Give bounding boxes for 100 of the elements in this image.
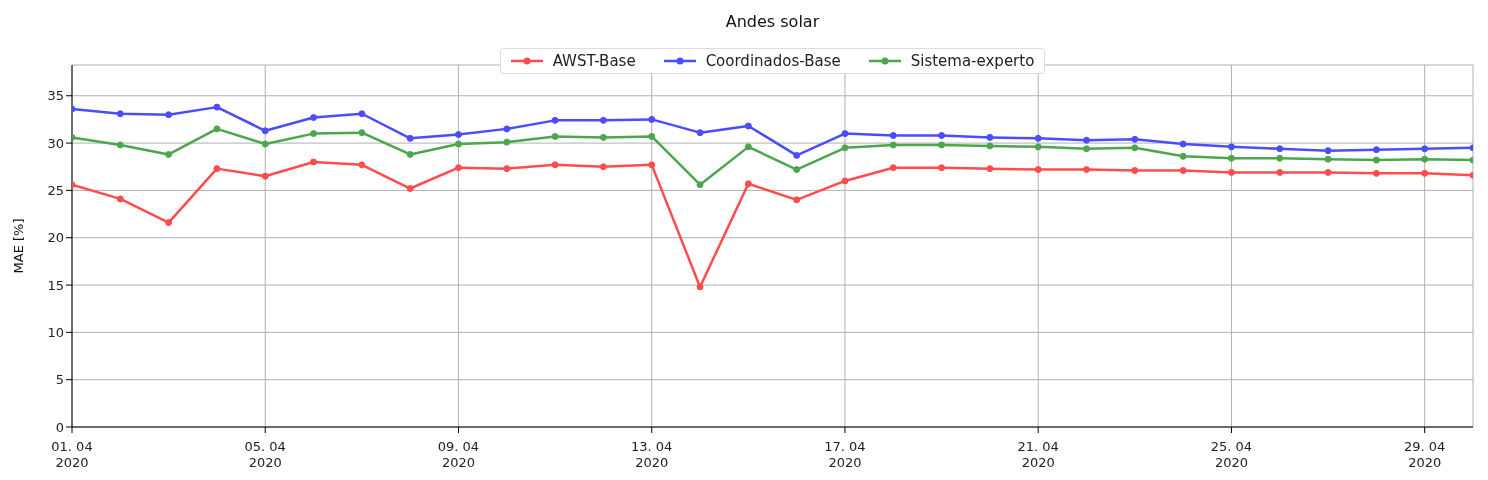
point	[1421, 155, 1429, 163]
y-tick-label: 15	[47, 277, 64, 293]
x-tick-label: 25. 04 2020	[1210, 439, 1253, 470]
point	[503, 138, 511, 146]
point	[1227, 154, 1235, 162]
point	[551, 161, 559, 169]
x-tick-label: 01. 04 2020	[51, 439, 93, 470]
point	[696, 181, 704, 189]
point	[938, 132, 946, 140]
point	[310, 130, 318, 138]
point	[261, 127, 269, 135]
point	[648, 132, 656, 140]
point	[1034, 166, 1042, 174]
point	[1324, 168, 1332, 176]
point	[116, 110, 124, 118]
point	[841, 177, 849, 185]
point	[358, 161, 366, 169]
point	[1179, 167, 1187, 175]
point	[1372, 156, 1380, 164]
point	[841, 144, 849, 152]
point	[503, 165, 511, 173]
point	[648, 161, 656, 169]
point	[1227, 168, 1235, 176]
point	[599, 133, 607, 141]
point	[793, 196, 801, 204]
point	[1421, 169, 1429, 177]
point	[116, 141, 124, 149]
chart-title: Andes solar	[724, 12, 821, 31]
point	[986, 165, 994, 173]
y-tick-label: 25	[47, 183, 64, 199]
point	[551, 132, 559, 140]
point	[889, 132, 897, 140]
point	[793, 166, 801, 174]
point	[744, 143, 752, 151]
point	[1276, 168, 1284, 176]
y-tick-label: 30	[47, 135, 64, 151]
point	[938, 164, 946, 172]
point	[1034, 134, 1042, 142]
point	[1131, 167, 1139, 175]
point	[986, 133, 994, 141]
point	[986, 142, 994, 150]
point	[310, 158, 318, 166]
x-tick-label: 29. 04 2020	[1404, 439, 1446, 470]
point	[261, 172, 269, 180]
x-tick-label: 21. 04 2020	[1017, 439, 1059, 470]
point	[938, 141, 946, 149]
point	[696, 129, 704, 137]
point	[1179, 140, 1187, 148]
y-tick-label: 10	[47, 324, 64, 340]
point	[454, 164, 462, 172]
point	[1276, 154, 1284, 162]
point	[841, 130, 849, 138]
point	[406, 134, 414, 142]
point	[213, 165, 221, 173]
point	[889, 141, 897, 149]
point	[1131, 135, 1139, 143]
y-tick-label: 5	[55, 372, 64, 388]
point	[599, 163, 607, 171]
point	[1083, 145, 1091, 153]
point	[406, 150, 414, 158]
point	[1083, 136, 1091, 144]
point	[599, 116, 607, 124]
point	[1372, 169, 1380, 177]
legend-label: Coordinados-Base	[704, 52, 841, 70]
point	[1179, 152, 1187, 160]
point	[1372, 146, 1380, 154]
point	[165, 111, 173, 119]
x-tick-label: 09. 04 2020	[437, 439, 480, 470]
point	[165, 219, 173, 227]
legend-label: AWST-Base	[551, 52, 636, 70]
point	[261, 140, 269, 148]
y-tick-label: 20	[47, 230, 64, 246]
point	[1227, 143, 1235, 151]
point	[889, 164, 897, 172]
point	[454, 140, 462, 148]
x-tick-label: 13. 04 2020	[631, 439, 673, 470]
point	[454, 131, 462, 139]
point	[358, 110, 366, 118]
point	[1276, 145, 1284, 153]
point	[648, 115, 656, 123]
point	[503, 125, 511, 133]
point	[1324, 155, 1332, 163]
point	[744, 122, 752, 130]
x-tick-label: 17. 04 2020	[824, 439, 866, 470]
point	[1131, 144, 1139, 152]
x-tick-label: 05. 04 2020	[244, 439, 286, 470]
y-tick-label: 35	[47, 88, 64, 104]
point	[1083, 166, 1091, 174]
point	[1421, 145, 1429, 153]
point	[1034, 143, 1042, 151]
point	[165, 150, 173, 158]
point	[793, 151, 801, 159]
point	[551, 116, 559, 124]
y-axis-title: MAE [%]	[10, 218, 26, 274]
point	[213, 125, 221, 133]
y-tick-label: 0	[55, 419, 64, 435]
point	[213, 103, 221, 111]
legend-label: Sistema-experto	[909, 52, 1035, 70]
point	[358, 129, 366, 137]
point	[1324, 147, 1332, 155]
